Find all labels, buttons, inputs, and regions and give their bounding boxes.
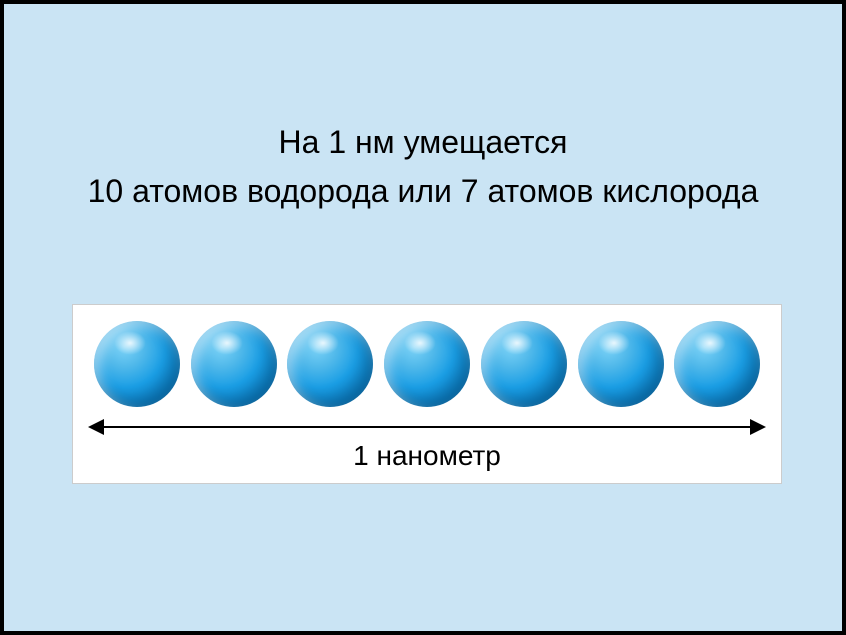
heading-line2: 10 атомов водорода или 7 атомов кислород…	[4, 173, 842, 210]
heading-text: На 1 нм умещается 10 атомов водорода или…	[4, 124, 842, 210]
atom-sphere	[481, 321, 567, 407]
atom-sphere	[578, 321, 664, 407]
atom-sphere	[94, 321, 180, 407]
atoms-row	[73, 321, 781, 407]
slide: На 1 нм умещается 10 атомов водорода или…	[4, 4, 842, 631]
arrow-line	[98, 426, 756, 428]
atom-sphere	[384, 321, 470, 407]
arrow-right-head-icon	[750, 419, 766, 435]
atom-sphere	[191, 321, 277, 407]
diagram-box: 1 нанометр	[72, 304, 782, 484]
atom-sphere	[674, 321, 760, 407]
scale-arrow	[88, 417, 766, 437]
atom-sphere	[287, 321, 373, 407]
heading-line1: На 1 нм умещается	[4, 124, 842, 161]
scale-label: 1 нанометр	[73, 440, 781, 472]
